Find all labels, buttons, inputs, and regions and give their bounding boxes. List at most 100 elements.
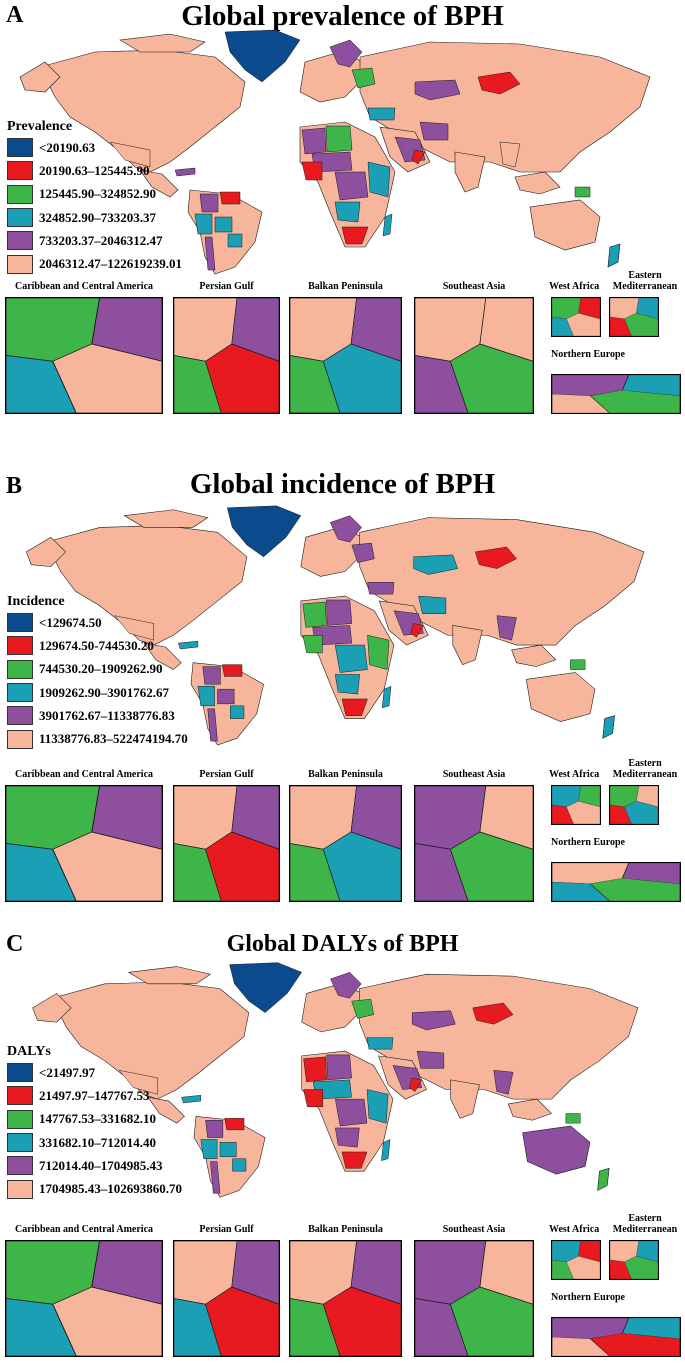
legend-label: 331682.10–712014.40 <box>39 1134 156 1150</box>
venezuela-region <box>219 191 241 205</box>
inset-region <box>6 1298 77 1356</box>
inset-region <box>624 313 658 336</box>
mongolia-region <box>472 1002 514 1025</box>
inset-region <box>449 1286 533 1356</box>
legend-item: 125445.90–324852.90 <box>7 183 182 206</box>
central-america-land <box>143 642 182 670</box>
north-america-land <box>45 525 248 646</box>
legend-title: Prevalence <box>7 119 73 134</box>
inset-map-northern-europe <box>551 1317 681 1357</box>
inset-region <box>610 804 632 824</box>
inset-region <box>205 343 279 413</box>
legend-swatch <box>7 1179 33 1199</box>
north-america-land <box>39 49 246 173</box>
inset-title: West Africa <box>549 281 600 292</box>
central-america-land <box>147 1096 185 1124</box>
north-africa-c-region <box>326 1054 352 1081</box>
new-zealand-fill-region <box>607 243 621 268</box>
inset-region <box>52 343 162 413</box>
new-zealand-fill-region <box>602 715 615 739</box>
bolivia-region <box>214 216 233 233</box>
inset-region <box>174 1298 222 1356</box>
inset-map-caribbean <box>5 785 163 902</box>
inset-region <box>552 1336 611 1356</box>
south-africa-region <box>341 226 369 245</box>
panel-a: A Global prevalence of BPH Prevalence <2… <box>0 0 685 455</box>
horn-region <box>408 1077 423 1092</box>
inset-region <box>449 831 533 901</box>
central-america-land <box>139 169 179 198</box>
legend-label: 129674.50-744530.20 <box>39 637 154 653</box>
png-region <box>574 186 591 198</box>
legend-label: 712014.40–1704985.43 <box>39 1157 163 1173</box>
inset-map-northern-europe <box>551 862 681 902</box>
iran-region <box>419 121 449 141</box>
peru-region <box>194 213 213 235</box>
inset-map-balkan <box>289 297 402 414</box>
legend-title: Incidence <box>7 594 65 609</box>
legend-swatch <box>7 1086 33 1106</box>
panel-c: C Global DALYs of BPH DALYs <21497.97 21… <box>0 925 685 1368</box>
north-africa-w-region <box>302 601 327 628</box>
australia-fill-region <box>522 1125 591 1175</box>
inset-title: Southeast Asia <box>442 1224 506 1235</box>
inset-map-seasia <box>414 297 534 414</box>
panel-letter: C <box>6 931 24 957</box>
inset-region <box>52 831 162 901</box>
inset-title: Southeast Asia <box>442 769 506 780</box>
inset-region <box>449 343 533 413</box>
legend-swatch <box>7 613 33 633</box>
legend-item: 733203.37–2046312.47 <box>7 229 182 252</box>
india-land <box>452 625 483 666</box>
legend-item: 129674.50-744530.20 <box>7 634 188 657</box>
legend-swatch <box>7 659 33 679</box>
colombia-region <box>202 666 221 685</box>
bolivia-region <box>219 1142 237 1158</box>
bolivia-region <box>217 688 235 705</box>
inset-region <box>415 355 469 413</box>
inset-region <box>52 1286 162 1356</box>
panel-title: Global incidence of BPH <box>189 468 496 500</box>
inset-region <box>552 804 574 824</box>
inset-title: Eastern Mediterranean <box>612 758 678 780</box>
legend-label: 11338776.83–522474194.70 <box>39 731 188 747</box>
legend-item: 331682.10–712014.40 <box>7 1131 182 1154</box>
paraguay-region <box>227 233 243 248</box>
india-land <box>450 1079 480 1119</box>
inset-region <box>610 316 632 336</box>
inset-region <box>322 831 401 901</box>
inset-region <box>205 831 279 901</box>
kazakhstan-region <box>413 554 459 575</box>
mongolia-region <box>475 546 517 569</box>
legend-title: DALYs <box>7 1044 51 1059</box>
alaska-land <box>32 993 72 1023</box>
se-asia-main-region <box>496 615 517 641</box>
inset-region <box>589 1333 680 1356</box>
angola-region <box>334 674 360 695</box>
legend-swatch <box>7 184 33 204</box>
north-america-land <box>51 981 250 1100</box>
caribbean-region <box>177 640 199 650</box>
legend-swatch <box>7 231 33 251</box>
legend-label: <129674.50 <box>39 614 102 630</box>
se-asia-main-region <box>493 1070 514 1095</box>
madagascar-region <box>381 685 392 709</box>
north-africa-w-region <box>303 1056 327 1083</box>
central-africa-region <box>334 644 368 673</box>
eastern-europe-region <box>351 998 375 1019</box>
south-africa-region <box>341 1151 368 1169</box>
inset-region <box>589 390 680 413</box>
arctic-islands-land <box>119 33 206 53</box>
west-africa-region <box>303 1089 324 1108</box>
legend-label: 1704985.43–102693860.70 <box>39 1181 182 1197</box>
india-land <box>454 151 486 193</box>
arctic-islands-land <box>123 509 209 528</box>
legend: DALYs <21497.97 21497.97–147767.53 14776… <box>7 1043 182 1201</box>
inset-region <box>552 316 574 336</box>
inset-map-eastern-mediterranean <box>609 1240 659 1280</box>
west-africa-region <box>302 635 323 654</box>
paraguay-region <box>232 1158 247 1172</box>
inset-region <box>566 1256 600 1279</box>
world-map <box>25 505 645 746</box>
inset-region <box>6 843 77 901</box>
